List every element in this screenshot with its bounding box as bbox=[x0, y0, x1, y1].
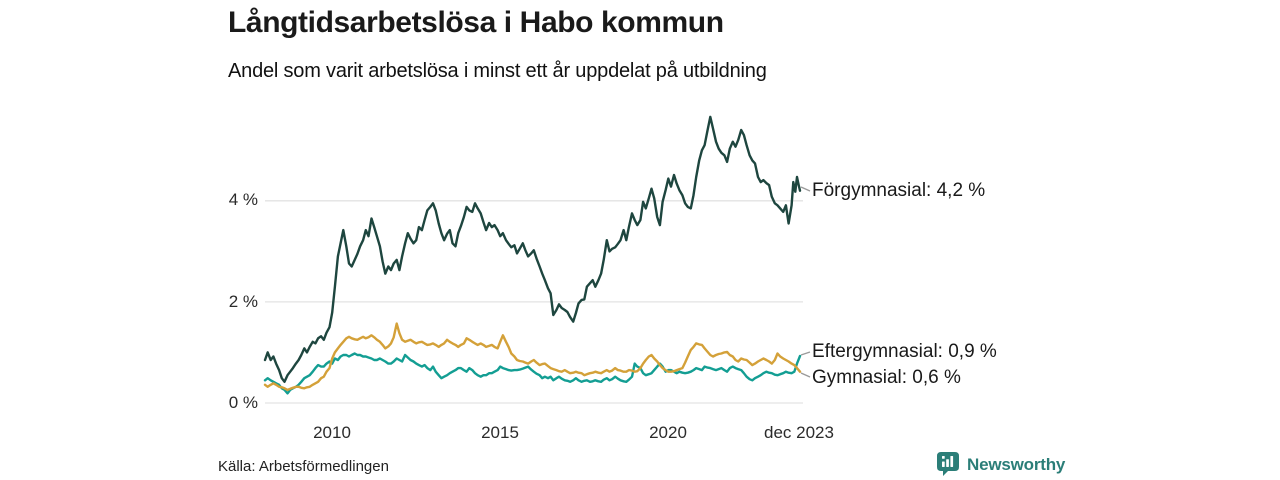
page-title: Långtidsarbetslösa i Habo kommun bbox=[228, 6, 724, 39]
y-axis-tick-2: 2 % bbox=[228, 292, 258, 311]
line-förgymnasial bbox=[263, 115, 802, 383]
x-axis-tick-dec-2023: dec 2023 bbox=[764, 423, 834, 442]
y-axis-tick-4: 4 % bbox=[228, 190, 258, 209]
newsworthy-wordmark: Newsworthy bbox=[967, 454, 1066, 474]
source-note: Källa: Arbetsförmedlingen bbox=[218, 458, 389, 475]
connector-eftergymnasial bbox=[800, 351, 811, 356]
page-subtitle: Andel som varit arbetslösa i minst ett å… bbox=[228, 60, 767, 82]
series-lines bbox=[263, 115, 802, 395]
series-end-label-gymnasial: Gymnasial: 0,6 % bbox=[812, 367, 961, 388]
x-axis-tick-2020: 2020 bbox=[649, 423, 687, 442]
x-axis-tick-2010: 2010 bbox=[313, 423, 351, 442]
line-eftergymnasial bbox=[263, 352, 802, 395]
connector-forgymnasial bbox=[800, 186, 811, 192]
series-end-label-forgymnasial: Förgymnasial: 4,2 % bbox=[812, 180, 986, 201]
series-end-label-eftergymnasial: Eftergymnasial: 0,9 % bbox=[812, 341, 997, 362]
newsworthy-logo: Newsworthy bbox=[937, 452, 1065, 477]
line-gymnasial bbox=[263, 322, 802, 392]
label-connectors bbox=[800, 186, 811, 378]
x-axis-tick-2015: 2015 bbox=[481, 423, 519, 442]
newsworthy-badge-icon bbox=[937, 452, 959, 476]
connector-gymnasial bbox=[800, 372, 811, 378]
gridlines bbox=[265, 200, 803, 404]
y-axis-tick-0: 0 % bbox=[228, 393, 258, 412]
